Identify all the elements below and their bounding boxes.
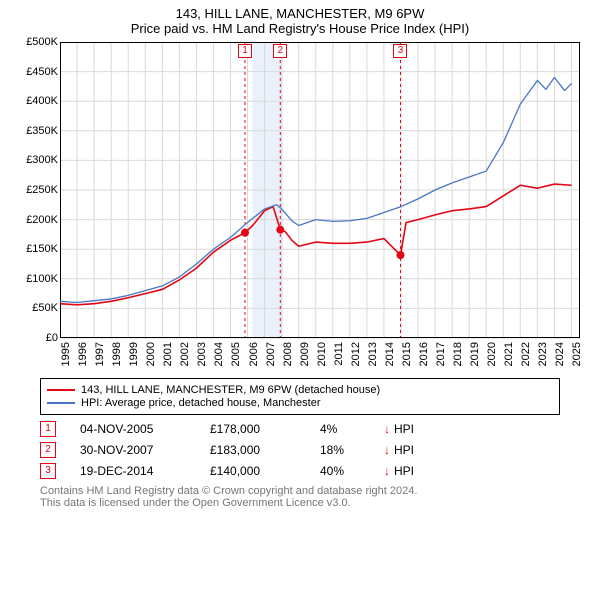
down-arrow-icon: ↓ [384, 443, 390, 457]
y-tick-label: £500K [26, 36, 58, 48]
x-tick-label: 2025 [571, 342, 583, 366]
sale-row: 3 19-DEC-2014£140,00040% ↓ HPI [40, 463, 600, 479]
y-tick-label: £100K [26, 273, 58, 285]
legend-label: 143, HILL LANE, MANCHESTER, M9 6PW (deta… [81, 384, 380, 396]
sale-price: £183,000 [210, 443, 320, 457]
chart-svg [60, 42, 580, 344]
x-tick-label: 2010 [316, 342, 328, 366]
sale-diff: 4% [320, 422, 380, 436]
sale-marker-1: 1 [238, 44, 252, 58]
x-tick-label: 2001 [162, 342, 174, 366]
footer-attribution: Contains HM Land Registry data © Crown c… [40, 485, 600, 509]
x-tick-label: 2017 [435, 342, 447, 366]
x-tick-label: 2021 [503, 342, 515, 366]
sale-vs-label: HPI [394, 443, 414, 457]
sale-number-box: 1 [40, 421, 56, 437]
x-tick-label: 2004 [213, 342, 225, 366]
x-tick-label: 2013 [367, 342, 379, 366]
x-tick-label: 2015 [401, 342, 413, 366]
x-tick-label: 2018 [452, 342, 464, 366]
y-tick-label: £450K [26, 66, 58, 78]
x-tick-label: 2023 [537, 342, 549, 366]
legend-item: 143, HILL LANE, MANCHESTER, M9 6PW (deta… [47, 384, 553, 396]
legend-item: HPI: Average price, detached house, Manc… [47, 397, 553, 409]
sale-marker-3: 3 [393, 44, 407, 58]
down-arrow-icon: ↓ [384, 422, 390, 436]
price-chart: £0 £50K £100K £150K £200K £250K £300K £350K £400… [20, 42, 580, 372]
legend-swatch [47, 389, 75, 391]
sales-table: 1 04-NOV-2005£178,0004% ↓ HPI 2 30-NOV-2007£1… [40, 421, 600, 479]
sale-diff: 18% [320, 443, 380, 457]
x-tick-label: 2024 [554, 342, 566, 366]
y-tick-label: £50K [32, 302, 58, 314]
x-tick-label: 2007 [265, 342, 277, 366]
sale-marker-2: 2 [273, 44, 287, 58]
sale-number-box: 3 [40, 463, 56, 479]
y-tick-label: £150K [26, 243, 58, 255]
x-tick-label: 2011 [333, 342, 345, 366]
footer-line-2: This data is licensed under the Open Gov… [40, 497, 600, 509]
down-arrow-icon: ↓ [384, 464, 390, 478]
y-tick-label: £400K [26, 95, 58, 107]
x-tick-label: 2003 [196, 342, 208, 366]
legend-label: HPI: Average price, detached house, Manc… [81, 397, 321, 409]
y-tick-label: £250K [26, 184, 58, 196]
legend-swatch [47, 402, 75, 404]
x-tick-label: 2022 [520, 342, 532, 366]
x-tick-label: 1996 [77, 342, 89, 366]
page-subtitle: Price paid vs. HM Land Registry's House … [0, 21, 600, 36]
x-tick-label: 1997 [94, 342, 106, 366]
y-tick-label: £300K [26, 154, 58, 166]
x-tick-label: 2014 [384, 342, 396, 366]
y-tick-label: £0 [46, 332, 58, 344]
chart-legend: 143, HILL LANE, MANCHESTER, M9 6PW (deta… [40, 378, 560, 415]
x-tick-label: 2005 [230, 342, 242, 366]
x-tick-label: 1999 [128, 342, 140, 366]
y-tick-label: £350K [26, 125, 58, 137]
sale-date: 30-NOV-2007 [80, 443, 210, 457]
sale-diff: 40% [320, 464, 380, 478]
sale-row: 1 04-NOV-2005£178,0004% ↓ HPI [40, 421, 600, 437]
x-tick-label: 2019 [469, 342, 481, 366]
sale-price: £140,000 [210, 464, 320, 478]
x-tick-label: 2006 [248, 342, 260, 366]
x-tick-label: 2009 [299, 342, 311, 366]
sale-row: 2 30-NOV-2007£183,00018% ↓ HPI [40, 442, 600, 458]
x-tick-label: 2002 [179, 342, 191, 366]
sale-vs-label: HPI [394, 422, 414, 436]
x-tick-label: 2016 [418, 342, 430, 366]
sale-date: 04-NOV-2005 [80, 422, 210, 436]
sale-price: £178,000 [210, 422, 320, 436]
footer-line-1: Contains HM Land Registry data © Crown c… [40, 485, 600, 497]
x-tick-label: 2000 [145, 342, 157, 366]
x-tick-label: 2012 [350, 342, 362, 366]
y-tick-label: £200K [26, 214, 58, 226]
sale-vs-label: HPI [394, 464, 414, 478]
sale-date: 19-DEC-2014 [80, 464, 210, 478]
x-tick-label: 1995 [60, 342, 72, 366]
x-tick-label: 2020 [486, 342, 498, 366]
page-title: 143, HILL LANE, MANCHESTER, M9 6PW [0, 6, 600, 21]
sale-number-box: 2 [40, 442, 56, 458]
x-tick-label: 1998 [111, 342, 123, 366]
x-tick-label: 2008 [282, 342, 294, 366]
